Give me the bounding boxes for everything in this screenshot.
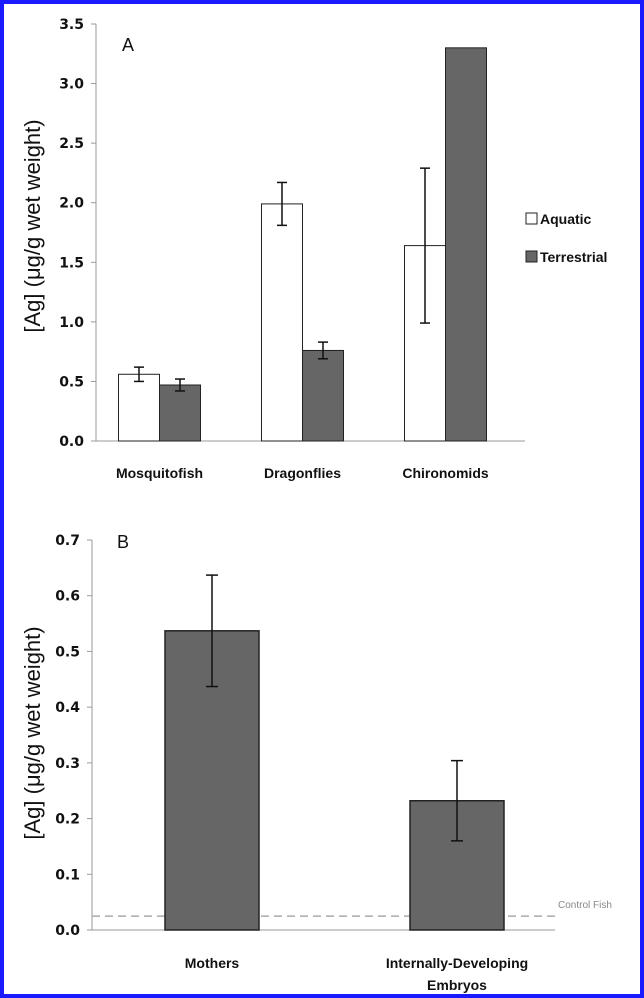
panel-b: B [Ag] (μg/g wet weight) 0.0 0.1 0.2 0.3 0.4… [20, 532, 612, 993]
panel-b-y-tick-label: 0.2 [55, 812, 80, 828]
panel-b-y-tick-label: 0.1 [55, 867, 80, 883]
panel-a-category-labels: Mosquitofish Dragonflies Chironomids [116, 465, 489, 481]
panel-b-y-tick-label: 0.0 [55, 923, 80, 939]
panel-a-bar-terrestrial-dragonflies [302, 349, 344, 442]
panel-b-category-label: Internally-Developing [386, 955, 528, 971]
panel-a-y-tick-label: 1.5 [59, 255, 84, 271]
panel-a-bar-terrestrial-mosquitofish [159, 384, 201, 442]
panel-b-control-line-label: Control Fish [558, 900, 612, 911]
panel-b-y-tick-label: 0.6 [55, 589, 80, 605]
panel-b-label: B [117, 532, 129, 552]
panel-a-y-tick-label: 0.0 [59, 434, 84, 450]
panel-a-category-label: Mosquitofish [116, 465, 203, 481]
panel-a-y-axis-label: [Ag] (μg/g wet weight) [20, 119, 45, 332]
panel-b-category-label: Mothers [185, 955, 240, 971]
panel-a-legend: Aquatic Terrestrial [525, 211, 607, 265]
panel-a-y-tick-label: 2.0 [59, 196, 84, 212]
panel-a-legend-swatch [525, 250, 538, 263]
panel-a-bars [118, 47, 487, 442]
panel-a: A [Ag] (μg/g wet weight) 0.0 0.5 1.0 1.5 2.0… [20, 17, 607, 481]
panel-a-category-label: Chironomids [402, 465, 489, 481]
panel-a-category-label: Dragonflies [264, 465, 341, 481]
panel-b-category-label: Embryos [427, 977, 487, 993]
panel-a-bar-aquatic-dragonflies [261, 203, 303, 442]
panel-a-y-tick-label: 2.5 [59, 136, 84, 152]
panel-a-y-tick-label: 1.0 [59, 315, 84, 331]
panel-b-y-tick-label: 0.5 [55, 644, 80, 660]
panel-b-y-tick-label: 0.4 [55, 700, 80, 716]
panel-b-category-labels: Mothers Internally-Developing Embryos [185, 955, 528, 993]
panel-a-bar-terrestrial-chironomids [445, 47, 487, 442]
panel-b-control-line: Control Fish [92, 900, 612, 917]
panel-b-y-axis-label: [Ag] (μg/g wet weight) [20, 626, 45, 839]
panel-a-y-tick-label: 0.5 [59, 374, 84, 390]
panel-a-y-tick-label: 3.0 [59, 77, 84, 93]
panel-a-label: A [122, 35, 134, 55]
panel-b-y-tick-label: 0.3 [55, 756, 80, 772]
panel-b-bars [164, 574, 505, 931]
panel-b-y-tick-label: 0.7 [55, 533, 80, 549]
panel-a-y-tick-label: 3.5 [59, 17, 84, 33]
panel-a-bar-aquatic-mosquitofish [118, 373, 160, 442]
panel-a-legend-label: Aquatic [540, 211, 592, 227]
panel-a-legend-label: Terrestrial [540, 249, 607, 265]
panel-a-legend-swatch [525, 212, 538, 225]
